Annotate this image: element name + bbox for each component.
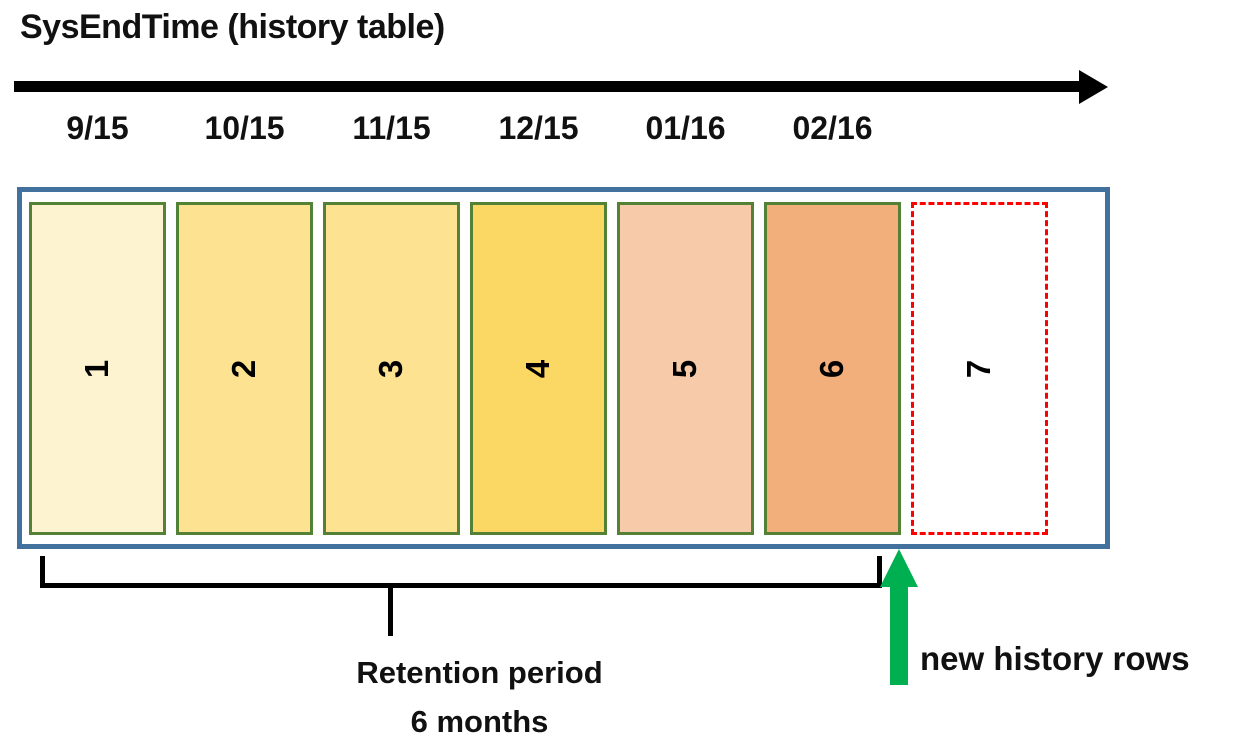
history-table-container: 1 2 3 4 5 6 7	[17, 187, 1110, 549]
retention-bracket-line	[40, 583, 882, 588]
partition: 3	[323, 202, 460, 535]
date-label: 11/15	[352, 110, 431, 146]
partition: 1	[29, 202, 166, 535]
retention-period-label: Retention period 6 months	[322, 648, 637, 746]
partition-number: 2	[225, 359, 263, 378]
diagram-title: SysEndTime (history table)	[20, 8, 445, 46]
retention-period-line2: 6 months	[410, 704, 549, 739]
partition: 6	[764, 202, 901, 535]
date-label: 12/15	[498, 110, 579, 146]
partition-number: 5	[666, 359, 704, 378]
timeline-arrowhead-icon	[1079, 70, 1108, 104]
partition-number: 7	[960, 359, 998, 378]
partition-number: 4	[519, 359, 557, 378]
new-rows-arrow-head-icon	[880, 549, 918, 587]
date-labels-row: 9/15 10/15 11/15 12/15 01/16 02/16	[29, 110, 901, 147]
date-label: 10/15	[204, 110, 285, 146]
new-rows-arrow-stem	[890, 585, 908, 685]
timeline-arrow-line	[14, 81, 1080, 92]
date-label: 01/16	[645, 110, 726, 146]
partition: 5	[617, 202, 754, 535]
partition: 4	[470, 202, 607, 535]
retention-bracket-right-tick	[877, 556, 882, 588]
date-label: 9/15	[66, 110, 129, 146]
retention-bracket-pointer	[388, 583, 393, 636]
partition-number: 1	[78, 359, 116, 378]
retention-period-line1: Retention period	[356, 655, 603, 690]
partition-new-empty: 7	[911, 202, 1048, 535]
date-label: 02/16	[792, 110, 873, 146]
partition-number: 6	[813, 359, 851, 378]
partition: 2	[176, 202, 313, 535]
new-history-rows-label: new history rows	[920, 640, 1190, 677]
retention-bracket-left-tick	[40, 556, 45, 588]
partition-number: 3	[372, 359, 410, 378]
